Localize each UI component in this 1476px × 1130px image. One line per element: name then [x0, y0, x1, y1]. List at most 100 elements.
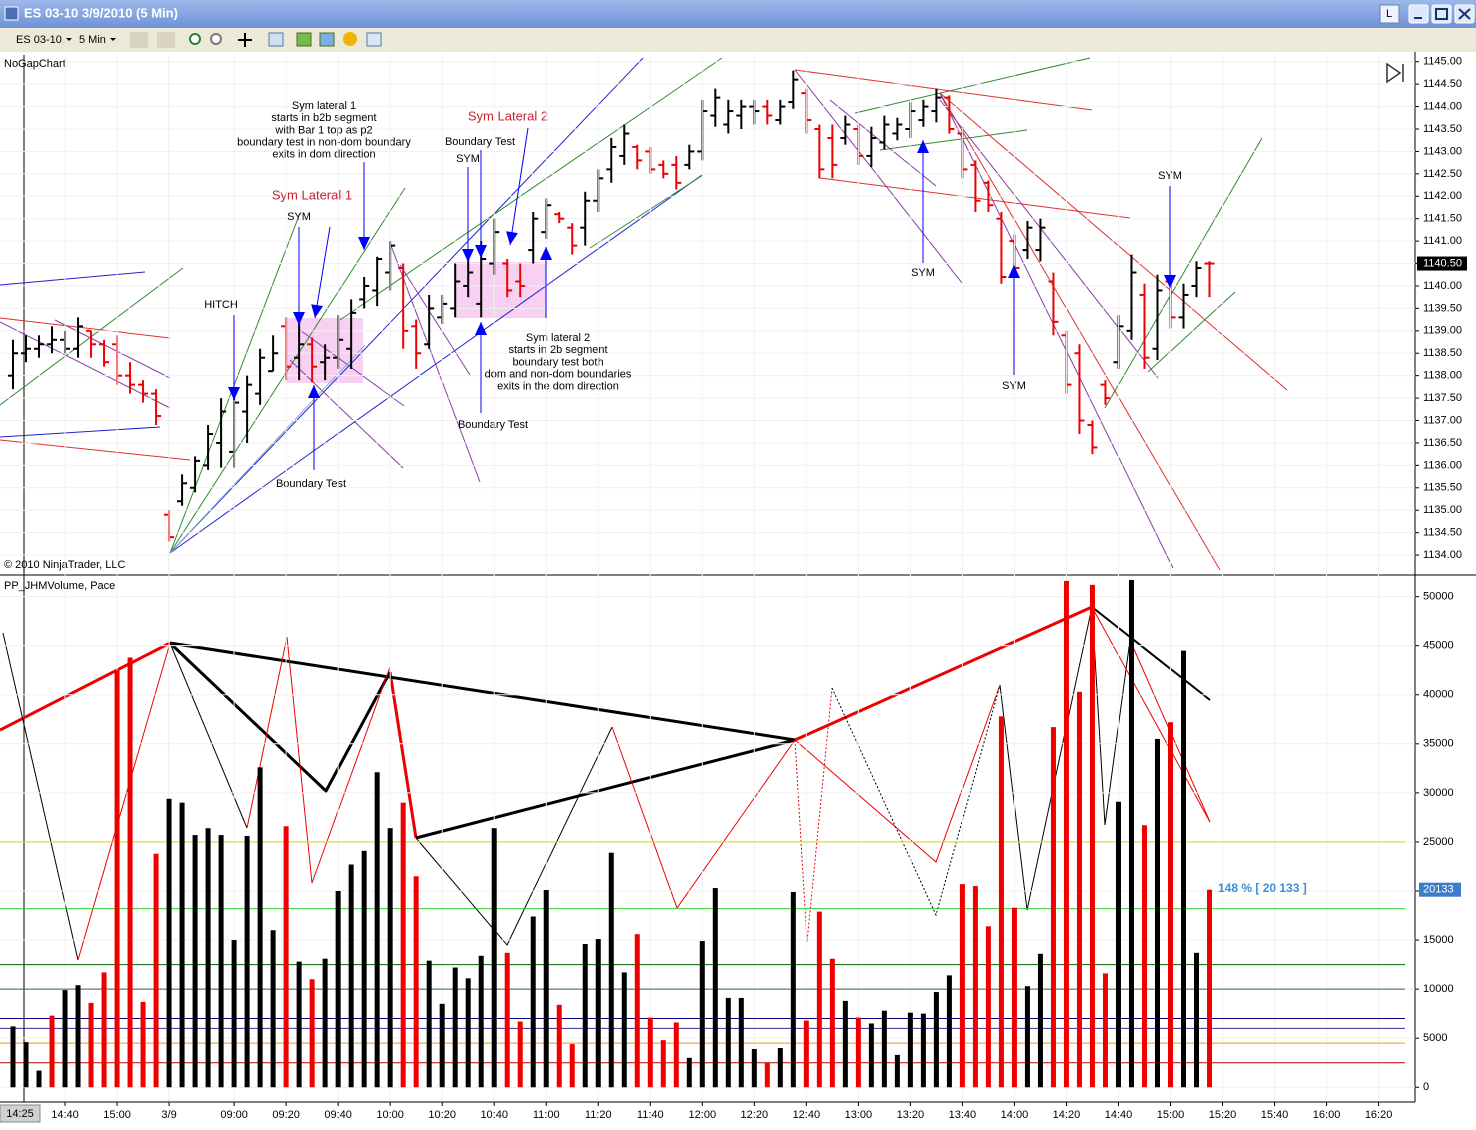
- volume-bar: [478, 955, 484, 1088]
- x-tick-label: 10:40: [480, 1109, 508, 1121]
- volume-bar: [75, 985, 81, 1088]
- volume-bar: [634, 934, 640, 1088]
- annotation: starts in b2b segment: [271, 112, 376, 124]
- volume-bar: [1141, 825, 1147, 1088]
- draw-tool-button[interactable]: [157, 32, 175, 48]
- data-box-button[interactable]: [268, 32, 284, 47]
- y-tick-label: 40000: [1423, 689, 1454, 701]
- pace-line: [794, 605, 1093, 742]
- trend-line: [169, 212, 301, 554]
- volume-bar: [998, 716, 1004, 1088]
- app-icon: [4, 6, 19, 21]
- annotation: Sym lateral 1: [292, 100, 356, 112]
- annotation: boundary test both: [512, 356, 603, 368]
- volume-bar: [49, 1015, 55, 1088]
- y-tick-label: 1138.50: [1423, 347, 1462, 359]
- volume-bar: [985, 926, 991, 1088]
- dropdown-icon: [110, 38, 116, 41]
- trend-line: [0, 321, 171, 409]
- trend-line: [169, 344, 366, 554]
- annotation: Boundary Test: [445, 136, 515, 148]
- annotation: with Bar 1 top as p2: [274, 124, 372, 136]
- y-tick-label: 1139.50: [1423, 302, 1462, 314]
- annotation: dom and non-dom boundaries: [485, 369, 632, 381]
- y-tick-label: 1135.50: [1423, 482, 1462, 494]
- x-tick-label: 15:00: [103, 1109, 131, 1121]
- y-tick-label: 1136.00: [1423, 459, 1462, 471]
- volume-bar: [36, 1070, 42, 1088]
- trend-line: [169, 57, 644, 554]
- volume-bar: [686, 1057, 692, 1088]
- volume-bar: [881, 1010, 887, 1088]
- instrument-select[interactable]: ES 03-10: [16, 34, 62, 46]
- volume-bar: [933, 992, 939, 1088]
- volume-bar: [712, 888, 718, 1088]
- x-tick-label: 15:40: [1261, 1109, 1289, 1121]
- maximize-button[interactable]: [1431, 4, 1452, 24]
- minimize-icon: [1414, 17, 1422, 19]
- title-bar: [0, 0, 1476, 28]
- x-tick-label: 13:00: [845, 1109, 873, 1121]
- last-value-label: 20133: [1423, 884, 1454, 896]
- volume-bar: [244, 836, 250, 1088]
- volume-bar: [322, 958, 328, 1088]
- trend-line: [389, 242, 481, 483]
- arrow-shaft: [509, 127, 529, 246]
- volume-bar: [387, 828, 393, 1088]
- scroll-end-button[interactable]: [1386, 62, 1404, 84]
- volume-bar: [270, 930, 276, 1088]
- pace-line: [246, 636, 391, 884]
- x-tick-label: 14:20: [1053, 1109, 1081, 1121]
- volume-bar: [751, 1048, 757, 1088]
- close-icon: [1458, 8, 1471, 20]
- annotation: Boundary Test: [458, 419, 528, 431]
- volume-bar: [543, 890, 549, 1088]
- annotation: SYM: [456, 153, 480, 165]
- window-title: ES 03-10 3/9/2010 (5 Min): [24, 5, 178, 20]
- trend-line: [169, 187, 406, 554]
- dropdown-icon: [66, 38, 72, 41]
- x-tick-label: 10:00: [376, 1109, 404, 1121]
- volume-bar: [1207, 889, 1213, 1088]
- x-tick-label: 14:40: [51, 1109, 79, 1121]
- volume-bar: [361, 850, 367, 1088]
- pace-line: [415, 726, 613, 946]
- annotation: SYM: [911, 267, 935, 279]
- volume-bar: [1063, 580, 1069, 1088]
- strategy-button[interactable]: [296, 32, 312, 47]
- volume-bar: [1194, 952, 1200, 1088]
- arrow-head: [475, 245, 487, 258]
- volume-bar: [790, 891, 796, 1088]
- y-tick-label: 1145.00: [1423, 56, 1462, 68]
- bar-type-button[interactable]: [130, 32, 148, 48]
- volume-bar: [673, 1022, 679, 1088]
- volume-bar: [660, 1040, 666, 1088]
- list-button[interactable]: [366, 32, 382, 47]
- annotation: exits in the dom direction: [497, 381, 619, 393]
- l-button[interactable]: [1379, 4, 1400, 24]
- zoom-out-button[interactable]: [210, 33, 222, 45]
- x-tick-label: 16:20: [1365, 1109, 1393, 1121]
- x-tick-label: 13:40: [949, 1109, 977, 1121]
- last-price-label: 1140.50: [1423, 257, 1462, 269]
- last-price-tag: [1417, 256, 1467, 271]
- interval-select[interactable]: 5 Min: [79, 34, 106, 46]
- volume-bar: [504, 952, 510, 1088]
- volume-bar: [348, 864, 354, 1088]
- annotation: Sym lateral 2: [526, 332, 590, 344]
- crosshair-button[interactable]: [238, 33, 252, 47]
- volume-bar: [1011, 907, 1017, 1088]
- volume-bar: [231, 940, 237, 1088]
- pace-line: [794, 687, 833, 943]
- y-tick-label: 1141.00: [1423, 235, 1462, 247]
- properties-button[interactable]: [343, 32, 357, 46]
- annotation: Sym Lateral 2: [468, 108, 548, 123]
- y-tick-label: 1137.00: [1423, 414, 1462, 426]
- y-tick-label: 1142.00: [1423, 190, 1462, 202]
- trend-line: [399, 264, 471, 376]
- indicator-button[interactable]: [319, 32, 335, 47]
- zoom-in-button[interactable]: [189, 33, 201, 45]
- x-tick-label: 12:20: [741, 1109, 769, 1121]
- toolbar-icons: [130, 32, 382, 48]
- minimize-button[interactable]: [1408, 4, 1429, 24]
